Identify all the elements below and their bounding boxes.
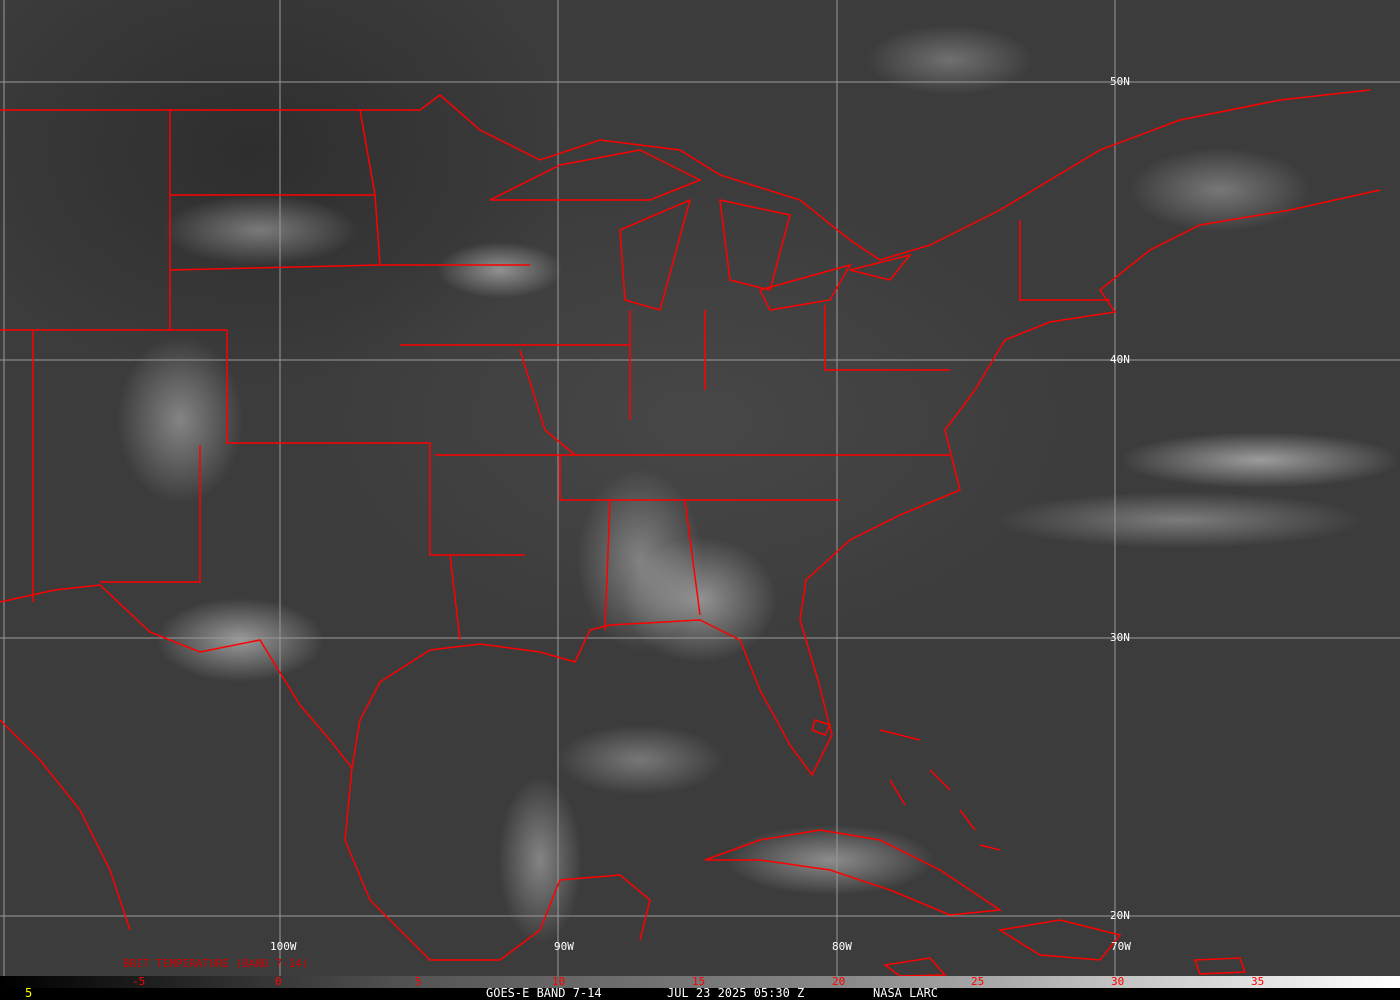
colorbar-tick: 30 [1111,975,1125,988]
puerto-rico [1193,957,1247,975]
product-label: GOES-E BAND 7-14 [486,986,602,1000]
lat-label: 30N [1110,631,1130,644]
frame-number: 5 [25,986,33,1000]
lat-lon-grid [0,0,1400,976]
lon-label: 90W [554,940,574,953]
boundaries [0,89,1381,976]
us-coastline [0,189,1381,777]
colorbar-tick: 5 [415,975,422,988]
florida-lake [811,719,832,736]
lat-label: 20N [1110,909,1130,922]
colorbar-tick: 20 [832,975,846,988]
datetime-label: JUL 23 2025 05:30 Z [667,986,805,1000]
bahamas [879,729,1001,851]
colorbar-title: BRIT TEMPERATURE (BAND 7-14) [123,957,309,970]
footer-bar [0,988,1400,1000]
hispaniola [997,919,1122,961]
colorbar-tick: 10 [552,975,566,988]
canada-border [0,89,1371,261]
colorbar-tick: 35 [1251,975,1265,988]
state-lines [0,109,1110,641]
cuba [704,829,1003,916]
lat-label: 40N [1110,353,1130,366]
jamaica [883,957,947,976]
great-lakes [489,149,912,311]
lat-label: 50N [1110,75,1130,88]
map-overlay [0,0,1400,976]
colorbar-tick: -5 [132,975,146,988]
colorbar-tick: 0 [275,975,282,988]
colorbar-tick: 25 [971,975,985,988]
lon-label: 70W [1111,940,1131,953]
colorbar [0,976,1400,988]
source-label: NASA LARC [873,986,939,1000]
colorbar-tick: 15 [692,975,706,988]
lon-label: 80W [832,940,852,953]
lon-label: 100W [270,940,297,953]
mexico-coast [0,719,651,961]
